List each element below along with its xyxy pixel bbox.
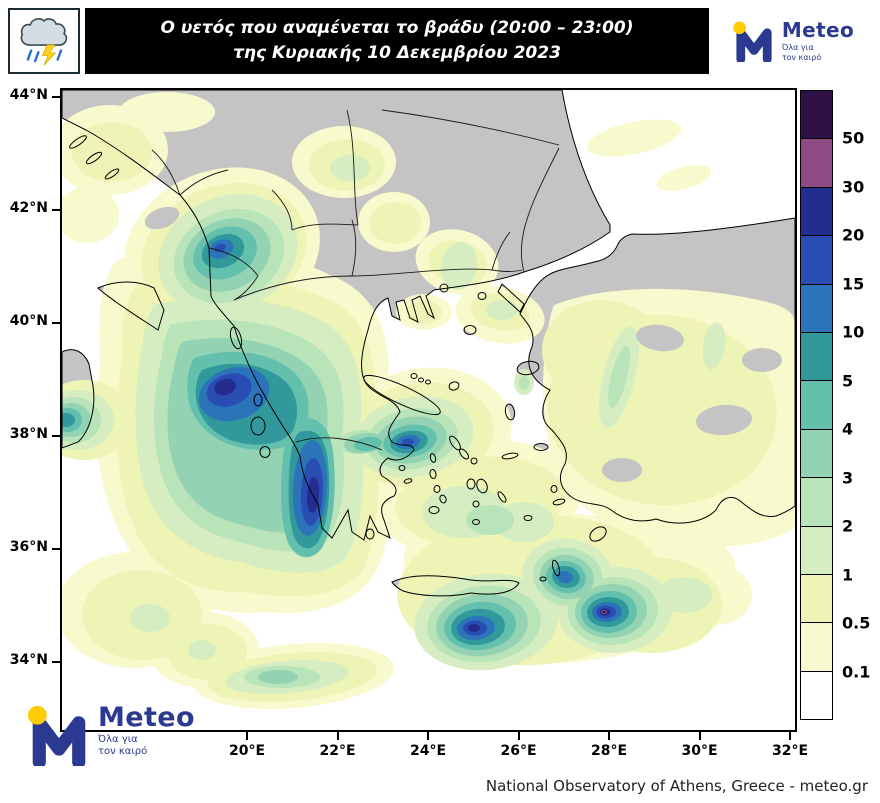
colorbar-tick-label: 20: [842, 225, 865, 245]
landmass-gelibolu: [497, 283, 525, 313]
meteo-logo-header-box: Meteo Όλα για τον καιρό: [714, 8, 872, 74]
lat-tick: [52, 548, 62, 550]
lon-label: 32°E: [771, 743, 809, 759]
lat-tick: [52, 96, 62, 98]
meteo-m-icon: [28, 705, 86, 766]
logo-tagline-2: τον καιρό: [781, 52, 822, 62]
colorbar-tick-label: 15: [842, 274, 865, 294]
rain-level-j: [214, 378, 611, 632]
lightning-bolt: [41, 44, 57, 66]
colorbar-tick-label: 10: [842, 322, 865, 342]
landmass-crete: [391, 575, 520, 597]
colorbar-tick-label: 50: [842, 128, 865, 148]
colorbar-segment: [801, 478, 832, 527]
lon-label: 26°E: [500, 743, 537, 759]
yellow-dot: [733, 21, 746, 34]
colorbar-segment: [801, 236, 832, 285]
lon-tick: [608, 731, 610, 740]
lon-tick: [246, 731, 248, 740]
colorbar-tick-label: 2: [842, 516, 854, 536]
logo-tagline: Όλα για τον καιρό: [98, 734, 195, 758]
precipitation-map: [60, 88, 797, 732]
colorbar-segment: [801, 526, 832, 575]
lat-tick: [52, 435, 62, 437]
colorbar-tick-label: 0.5: [842, 613, 871, 633]
rain-strokes: [26, 49, 63, 63]
title-line-2: της Κυριακής 10 Δεκεμβρίου 2023: [233, 43, 561, 63]
meteo-logo-header: Meteo Όλα για τον καιρό: [732, 17, 855, 62]
lon-tick: [517, 731, 520, 740]
colorbar-segment: [801, 671, 832, 720]
lat-tick: [52, 322, 62, 324]
lon-tick: [427, 731, 429, 740]
yellow-dot: [28, 705, 47, 725]
logo-tagline-2: τον καιρό: [98, 746, 148, 758]
lon-label: 28°E: [590, 743, 628, 759]
rain-level-l: [602, 610, 606, 614]
landmass-balkans-greece: [62, 90, 611, 541]
colorbar-segment: [801, 381, 832, 430]
colorbar-segment: [801, 623, 832, 672]
colorbar-segment: [801, 139, 832, 188]
lon-tick: [336, 731, 339, 740]
colorbar-segment: [801, 187, 832, 237]
meteo-logo-footer: Meteo Όλα για τον καιρό: [26, 702, 195, 766]
logo-tagline-1: Όλα για: [781, 42, 814, 52]
lat-label: 36°N: [9, 539, 48, 555]
lon-label: 30°E: [681, 743, 718, 759]
landmass-calabria: [62, 349, 95, 449]
colorbar-tick-label: 4: [842, 419, 854, 439]
map-title-banner: Ο υετός που αναμένεται το βράδυ (20:00 –…: [85, 8, 709, 74]
header: Ο υετός που αναμένεται το βράδυ (20:00 –…: [8, 8, 872, 74]
m-glyph: [736, 28, 772, 62]
colorbar-tick-label: 5: [842, 371, 854, 391]
title-line-1: Ο υετός που αναμένεται το βράδυ (20:00 –…: [160, 17, 634, 38]
lon-label: 24°E: [409, 743, 447, 759]
meteo-m-icon: [733, 21, 772, 62]
colorbar-tick-label: 0.1: [842, 662, 871, 682]
lat-label: 34°N: [9, 652, 48, 668]
lon-label: 20°E: [228, 743, 266, 759]
colorbar-segment: [801, 91, 832, 140]
m-glyph: [32, 716, 86, 766]
colorbar-segment: [801, 284, 832, 333]
credit-text: National Observatory of Athens, Greece -…: [485, 777, 868, 795]
country-borders: [151, 109, 560, 451]
lat-label: 44°N: [9, 87, 48, 103]
lat-tick: [52, 209, 62, 211]
lon-tick: [789, 731, 791, 740]
logo-tagline: Όλα για τον καιρό: [782, 43, 854, 62]
landmass-italy-heel: [97, 281, 165, 331]
lon-tick: [698, 731, 701, 740]
lat-tick: [52, 661, 62, 663]
logo-text: Meteo Όλα για τον καιρό: [98, 702, 195, 758]
lat-label: 38°N: [9, 426, 48, 442]
lat-label: 40°N: [9, 313, 48, 329]
colorbar-tick-label: 3: [842, 468, 854, 488]
cloud-shape: [20, 18, 68, 46]
colorbar-segment: [801, 429, 832, 479]
logo-text: Meteo Όλα για τον καιρό: [781, 17, 855, 62]
lat-label: 42°N: [9, 200, 48, 216]
logo-wordmark: Meteo: [98, 702, 195, 733]
no-rain-gaps: [144, 206, 782, 482]
colorbar-tick-label: 30: [842, 177, 865, 197]
lon-label: 22°E: [319, 743, 356, 759]
storm-weather-icon: [8, 8, 80, 74]
colorbar-segment: [801, 332, 832, 382]
islands: [69, 135, 607, 582]
storm-cloud-rain-lightning-icon: [20, 18, 68, 66]
logo-tagline-1: Όλα για: [98, 734, 138, 746]
colorbar: [800, 90, 833, 720]
colorbar-tick-label: 1: [842, 565, 854, 585]
landmass-anatolia: [519, 217, 795, 524]
colorbar-segment: [801, 574, 832, 624]
logo-wordmark: Meteo: [781, 17, 855, 42]
coastlines: [62, 90, 795, 597]
